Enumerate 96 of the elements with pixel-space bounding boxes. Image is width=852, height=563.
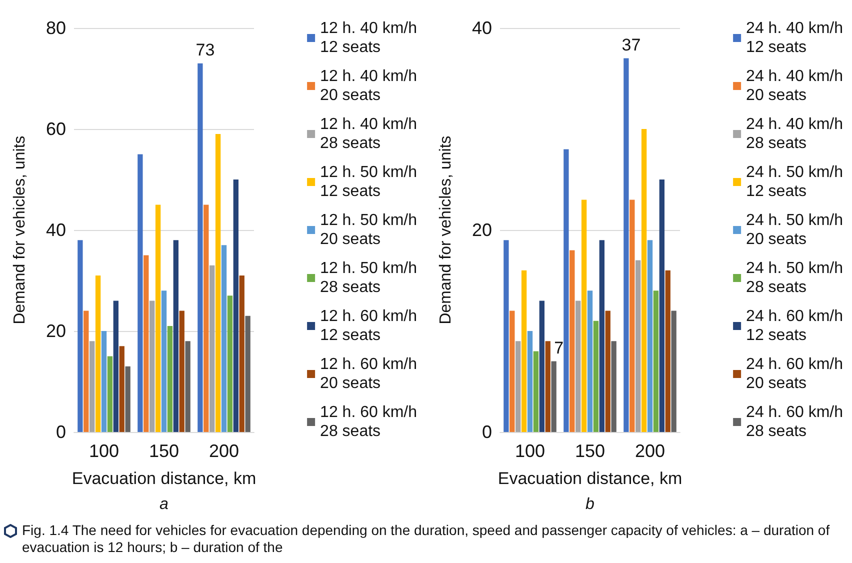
bar (239, 275, 244, 432)
bar (504, 240, 509, 432)
bar (636, 260, 641, 432)
bar (659, 180, 664, 432)
data-label: 37 (622, 35, 641, 54)
legend-label: 24 h. 60 km/h 12 seats (746, 308, 844, 344)
data-label: 73 (196, 40, 215, 60)
bar (119, 346, 124, 432)
bar (576, 300, 581, 432)
bar (593, 320, 599, 432)
legend-label: 24 h. 50 km/h 12 seats (746, 164, 844, 200)
x-tick-label: 200 (634, 441, 666, 461)
y-axis-title: Demand for vehicles, units (12, 136, 28, 324)
bar (570, 250, 575, 432)
y-tick-label: 80 (46, 18, 66, 38)
legend-label: 24 h. 60 km/h 20 seats (746, 356, 844, 392)
legend-label: 12 h. 60 km/h 28 seats (320, 404, 418, 440)
x-axis-title: Evacuation distance, km (72, 469, 256, 488)
legend-label: 12 h. 50 km/h 20 seats (320, 212, 418, 248)
bar (233, 180, 238, 432)
y-axis-title: Demand for vehicles, units (438, 136, 454, 324)
bar (125, 366, 130, 432)
bar (198, 63, 203, 432)
bar (624, 58, 629, 432)
bar (78, 240, 83, 432)
bar (653, 290, 659, 432)
legend-label: 24 h. 60 km/h 28 seats (746, 404, 844, 440)
y-tick-label: 20 (46, 321, 66, 341)
x-tick-label: 200 (208, 441, 240, 461)
text: a (158, 496, 170, 514)
bar (630, 200, 635, 432)
bar (545, 341, 550, 432)
bar (84, 310, 89, 432)
bar (516, 341, 521, 432)
bar (215, 134, 221, 432)
bar (551, 361, 556, 432)
bar (564, 149, 569, 432)
bar (605, 310, 610, 432)
bar (641, 129, 647, 432)
x-tick-label: 100 (88, 441, 120, 461)
bar (227, 296, 233, 432)
bar (210, 265, 215, 432)
legend-label: 12 h. 40 km/h 12 seats (320, 20, 418, 56)
legend-label: 12 h. 50 km/h 12 seats (320, 164, 418, 200)
legend-label: 24 h. 50 km/h 28 seats (746, 260, 844, 296)
bar (647, 240, 653, 432)
bar (173, 240, 178, 432)
legend-label: 12 h. 60 km/h 20 seats (320, 356, 418, 392)
y-tick-label: 0 (56, 422, 66, 442)
bar (539, 300, 544, 432)
text: b (584, 496, 596, 514)
bar (527, 331, 533, 432)
bar (107, 356, 113, 432)
y-tick-label: 60 (46, 119, 66, 139)
bar (185, 341, 190, 432)
bar (665, 270, 670, 432)
bar (599, 240, 604, 432)
bar (161, 290, 167, 432)
caption: Fig. 1.4 The need for vehicles for evacuation depending on the duration, speed and passenger capacity of vehicles: a – duration of evacuation is 12 hours; b – duration of the (22, 522, 831, 556)
bar (533, 351, 539, 432)
bar (221, 245, 227, 432)
x-axis-title: Evacuation distance, km (498, 469, 682, 488)
bar (179, 310, 184, 432)
bar (587, 290, 593, 432)
bar (95, 275, 101, 432)
bar (150, 300, 155, 432)
legend-label: 24 h. 40 km/h 20 seats (746, 68, 844, 104)
bar (90, 341, 95, 432)
bar (671, 310, 676, 432)
legend-label: 12 h. 60 km/h 12 seats (320, 308, 418, 344)
bar (611, 341, 616, 432)
bar (510, 310, 515, 432)
bar (167, 326, 173, 432)
legend-label: 24 h. 40 km/h 12 seats (746, 20, 844, 56)
data-label: 7 (554, 338, 564, 358)
x-tick-label: 100 (514, 441, 546, 461)
x-tick-label: 150 (574, 441, 606, 461)
legend-label: 12 h. 40 km/h 28 seats (320, 116, 418, 152)
bar (204, 204, 209, 432)
bar (521, 270, 527, 432)
bar (144, 255, 149, 432)
bar (155, 204, 161, 432)
legend-label: 12 h. 50 km/h 28 seats (320, 260, 418, 296)
y-tick-label: 40 (46, 220, 66, 240)
x-tick-label: 150 (148, 441, 180, 461)
legend-label: 24 h. 40 km/h 28 seats (746, 116, 844, 152)
bar (113, 300, 118, 432)
y-tick-label: 20 (472, 220, 492, 240)
legend-label: 12 h. 40 km/h 20 seats (320, 68, 418, 104)
y-tick-label: 40 (472, 18, 492, 38)
legend-label: 24 h. 50 km/h 20 seats (746, 212, 844, 248)
bar (245, 316, 250, 432)
bar (581, 200, 587, 432)
y-tick-label: 0 (482, 422, 492, 442)
bar (101, 331, 107, 432)
bar (138, 154, 143, 432)
